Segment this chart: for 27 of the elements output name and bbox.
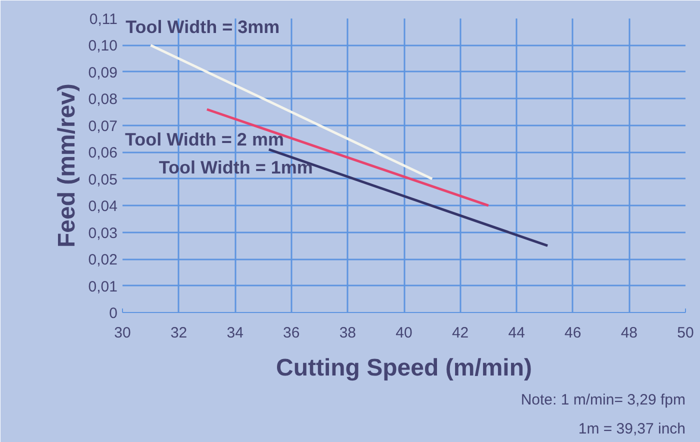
- x-tick-label: 38: [339, 324, 356, 342]
- y-tick-label: 0,01: [88, 278, 118, 296]
- y-tick-label: 0,06: [88, 144, 118, 162]
- y-tick-label: 0: [109, 305, 118, 322]
- x-tick-label: 32: [170, 324, 188, 342]
- y-tick-label: 0,05: [88, 171, 118, 188]
- y-tick-label: 0,03: [88, 224, 118, 242]
- y-tick-label: 0,07: [88, 118, 118, 135]
- y-tick-label: 0,11: [89, 11, 118, 28]
- x-tick-label: 46: [564, 324, 582, 342]
- x-tick-label: 48: [620, 324, 638, 342]
- x-tick-label: 44: [508, 324, 525, 342]
- y-tick-label: 0,10: [88, 38, 118, 55]
- y-axis-title: Feed (mm/rev): [53, 83, 80, 248]
- x-tick-label: 34: [226, 324, 244, 342]
- y-tick-label: 0,08: [88, 91, 118, 108]
- x-tick-label: 42: [452, 324, 469, 342]
- y-tick-label: 0,09: [88, 64, 118, 82]
- text: Note: 1 m/min= 3,29 fpm: [520, 392, 686, 408]
- text: 1m = 39,37 inch: [578, 420, 686, 438]
- y-tick-label: 0,02: [88, 252, 118, 269]
- y-tick-label: 0,04: [88, 198, 118, 216]
- x-tick-label: 50: [677, 324, 694, 342]
- x-axis-title: Cutting Speed (m/min): [276, 354, 532, 382]
- x-tick-label: 36: [283, 324, 300, 342]
- x-tick-label: 40: [396, 324, 412, 342]
- x-tick-label: 30: [114, 324, 131, 342]
